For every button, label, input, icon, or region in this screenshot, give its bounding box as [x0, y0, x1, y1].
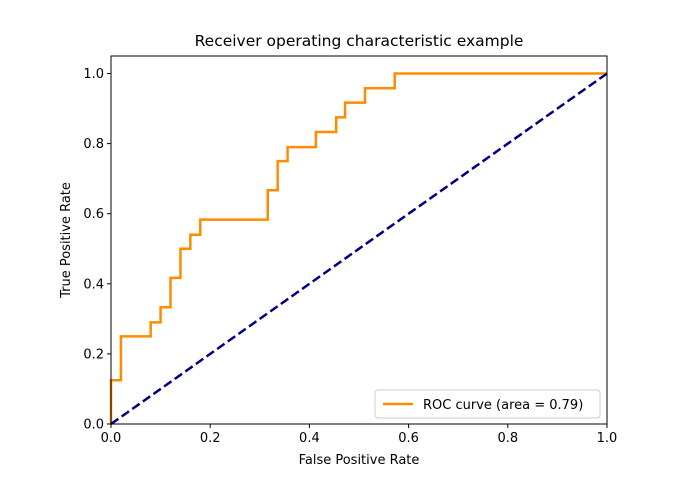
y-axis: 0.0 0.2 0.4 0.6 0.8 1.0	[83, 67, 111, 433]
axes-frame	[110, 55, 608, 425]
chance-diagonal-line	[110, 72, 608, 426]
y-tick-label: 0.2	[83, 347, 104, 362]
x-tick-label: 0.6	[398, 431, 419, 446]
y-tick-label: 1.0	[83, 67, 104, 82]
y-tick-label: 0.8	[83, 137, 104, 152]
x-tick-label: 0.2	[200, 431, 221, 446]
y-tick-label: 0.4	[83, 277, 104, 292]
x-axis-label: False Positive Rate	[299, 453, 420, 468]
legend-box	[374, 389, 601, 419]
roc-curve-line	[109, 72, 607, 424]
y-tick-label: 0.6	[83, 207, 104, 222]
legend-label-roc: ROC curve (area = 0.79)	[423, 398, 583, 413]
y-axis-label: True Positive Rate	[59, 182, 74, 299]
x-axis: 0.0 0.2 0.4 0.6 0.8 1.0	[101, 424, 618, 446]
chart-title: Receiver operating characteristic exampl…	[195, 32, 524, 50]
plot-area	[109, 72, 608, 426]
x-tick-label: 0.4	[299, 431, 320, 446]
y-tick-label: 0.0	[83, 418, 104, 433]
x-tick-label: 1.0	[597, 431, 618, 446]
legend: ROC curve (area = 0.79)	[374, 389, 601, 419]
x-tick-label: 0.0	[101, 431, 122, 446]
x-tick-label: 0.8	[497, 431, 518, 446]
